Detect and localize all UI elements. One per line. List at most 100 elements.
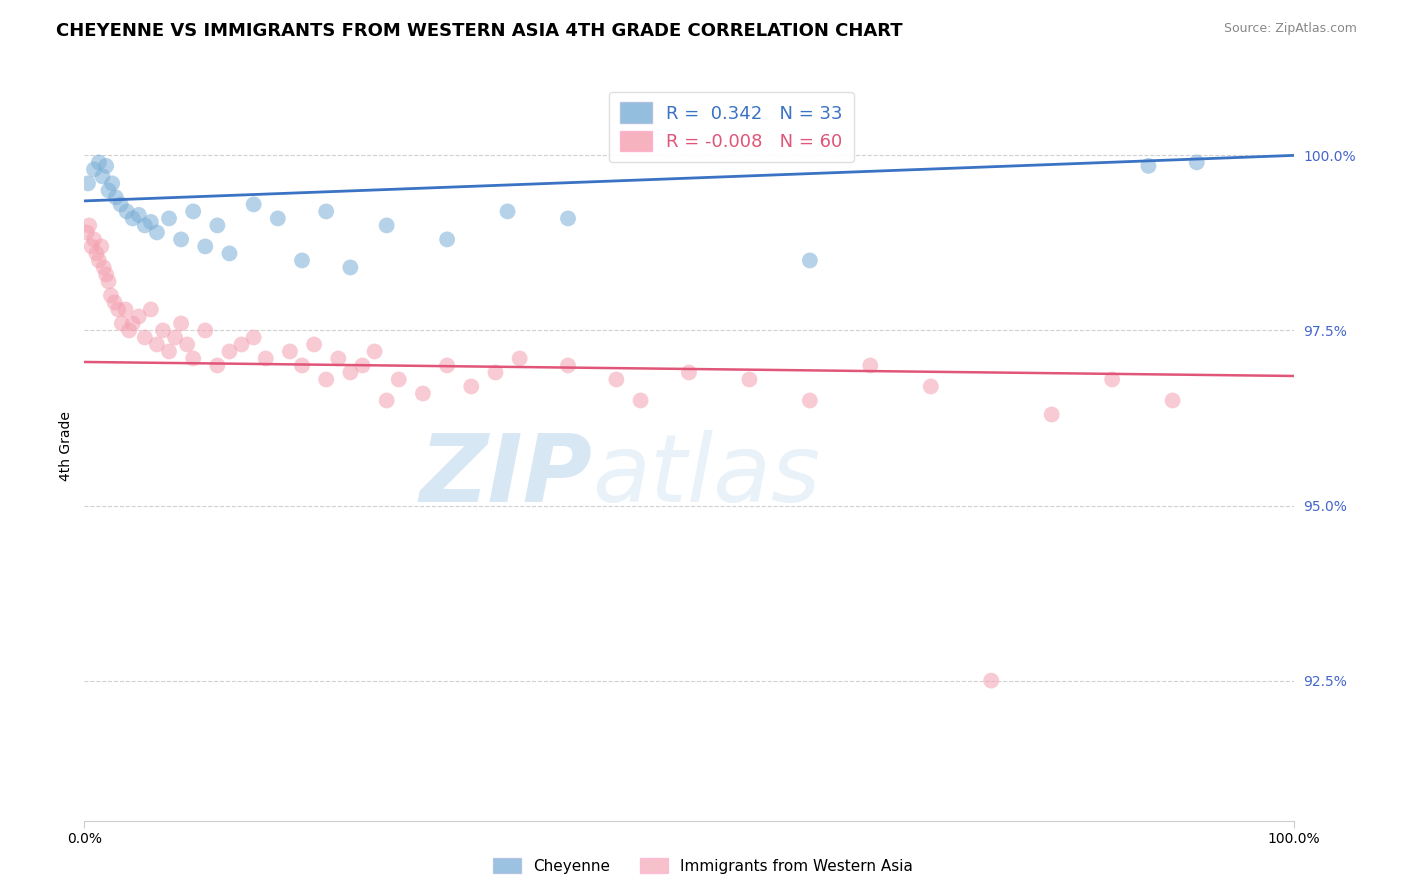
- Point: [94, 159, 117, 173]
- Point: [194, 239, 217, 253]
- Point: [104, 190, 127, 204]
- Point: [87, 155, 110, 169]
- Point: [83, 232, 105, 246]
- Point: [1137, 159, 1160, 173]
- Point: [678, 366, 700, 380]
- Point: [77, 177, 100, 191]
- Point: [980, 673, 1002, 688]
- Point: [738, 372, 761, 386]
- Point: [76, 226, 98, 240]
- Point: [484, 366, 506, 380]
- Point: [1185, 155, 1208, 169]
- Point: [134, 330, 156, 344]
- Point: [242, 330, 264, 344]
- Point: [181, 204, 204, 219]
- Point: [146, 337, 169, 351]
- Point: [97, 275, 120, 289]
- Point: [128, 310, 150, 324]
- Point: [242, 197, 264, 211]
- Point: [176, 337, 198, 351]
- Point: [93, 260, 115, 275]
- Point: [375, 219, 398, 233]
- Point: [104, 295, 127, 310]
- Point: [87, 253, 110, 268]
- Point: [859, 359, 882, 373]
- Legend: Cheyenne, Immigrants from Western Asia: Cheyenne, Immigrants from Western Asia: [486, 852, 920, 880]
- Point: [170, 317, 193, 331]
- Point: [111, 317, 134, 331]
- Point: [328, 351, 350, 366]
- Point: [107, 302, 129, 317]
- Point: [91, 169, 114, 184]
- Point: [231, 337, 253, 351]
- Point: [254, 351, 277, 366]
- Point: [363, 344, 385, 359]
- Point: [291, 253, 314, 268]
- Point: [207, 219, 229, 233]
- Point: [920, 379, 942, 393]
- Point: [1161, 393, 1184, 408]
- Point: [121, 317, 143, 331]
- Point: [139, 302, 162, 317]
- Point: [1040, 408, 1063, 422]
- Point: [509, 351, 531, 366]
- Point: [157, 344, 180, 359]
- Point: [291, 359, 314, 373]
- Point: [436, 359, 458, 373]
- Point: [799, 393, 821, 408]
- Point: [90, 239, 112, 253]
- Point: [83, 162, 105, 177]
- Point: [218, 246, 240, 260]
- Point: [799, 253, 821, 268]
- Point: [412, 386, 434, 401]
- Point: [388, 372, 411, 386]
- Y-axis label: 4th Grade: 4th Grade: [59, 411, 73, 481]
- Point: [86, 246, 108, 260]
- Text: Source: ZipAtlas.com: Source: ZipAtlas.com: [1223, 22, 1357, 36]
- Point: [114, 302, 136, 317]
- Point: [80, 239, 103, 253]
- Point: [278, 344, 301, 359]
- Point: [375, 393, 398, 408]
- Point: [352, 359, 374, 373]
- Point: [460, 379, 482, 393]
- Point: [115, 204, 138, 219]
- Point: [315, 372, 337, 386]
- Point: [218, 344, 240, 359]
- Point: [121, 211, 143, 226]
- Point: [139, 215, 162, 229]
- Point: [157, 211, 180, 226]
- Point: [101, 177, 124, 191]
- Text: atlas: atlas: [592, 431, 821, 522]
- Point: [339, 260, 361, 275]
- Point: [110, 197, 132, 211]
- Point: [170, 232, 193, 246]
- Point: [118, 323, 141, 337]
- Point: [315, 204, 337, 219]
- Point: [146, 226, 169, 240]
- Point: [134, 219, 156, 233]
- Point: [181, 351, 204, 366]
- Point: [267, 211, 290, 226]
- Point: [194, 323, 217, 337]
- Point: [77, 219, 100, 233]
- Text: ZIP: ZIP: [419, 430, 592, 522]
- Point: [1101, 372, 1123, 386]
- Point: [630, 393, 652, 408]
- Point: [557, 211, 579, 226]
- Point: [605, 372, 627, 386]
- Point: [302, 337, 325, 351]
- Text: CHEYENNE VS IMMIGRANTS FROM WESTERN ASIA 4TH GRADE CORRELATION CHART: CHEYENNE VS IMMIGRANTS FROM WESTERN ASIA…: [56, 22, 903, 40]
- Point: [97, 183, 120, 197]
- Point: [128, 208, 150, 222]
- Point: [152, 323, 174, 337]
- Point: [339, 366, 361, 380]
- Point: [436, 232, 458, 246]
- Legend: R =  0.342   N = 33, R = -0.008   N = 60: R = 0.342 N = 33, R = -0.008 N = 60: [609, 92, 853, 162]
- Point: [94, 268, 117, 282]
- Point: [557, 359, 579, 373]
- Point: [165, 330, 187, 344]
- Point: [207, 359, 229, 373]
- Point: [100, 288, 122, 302]
- Point: [496, 204, 519, 219]
